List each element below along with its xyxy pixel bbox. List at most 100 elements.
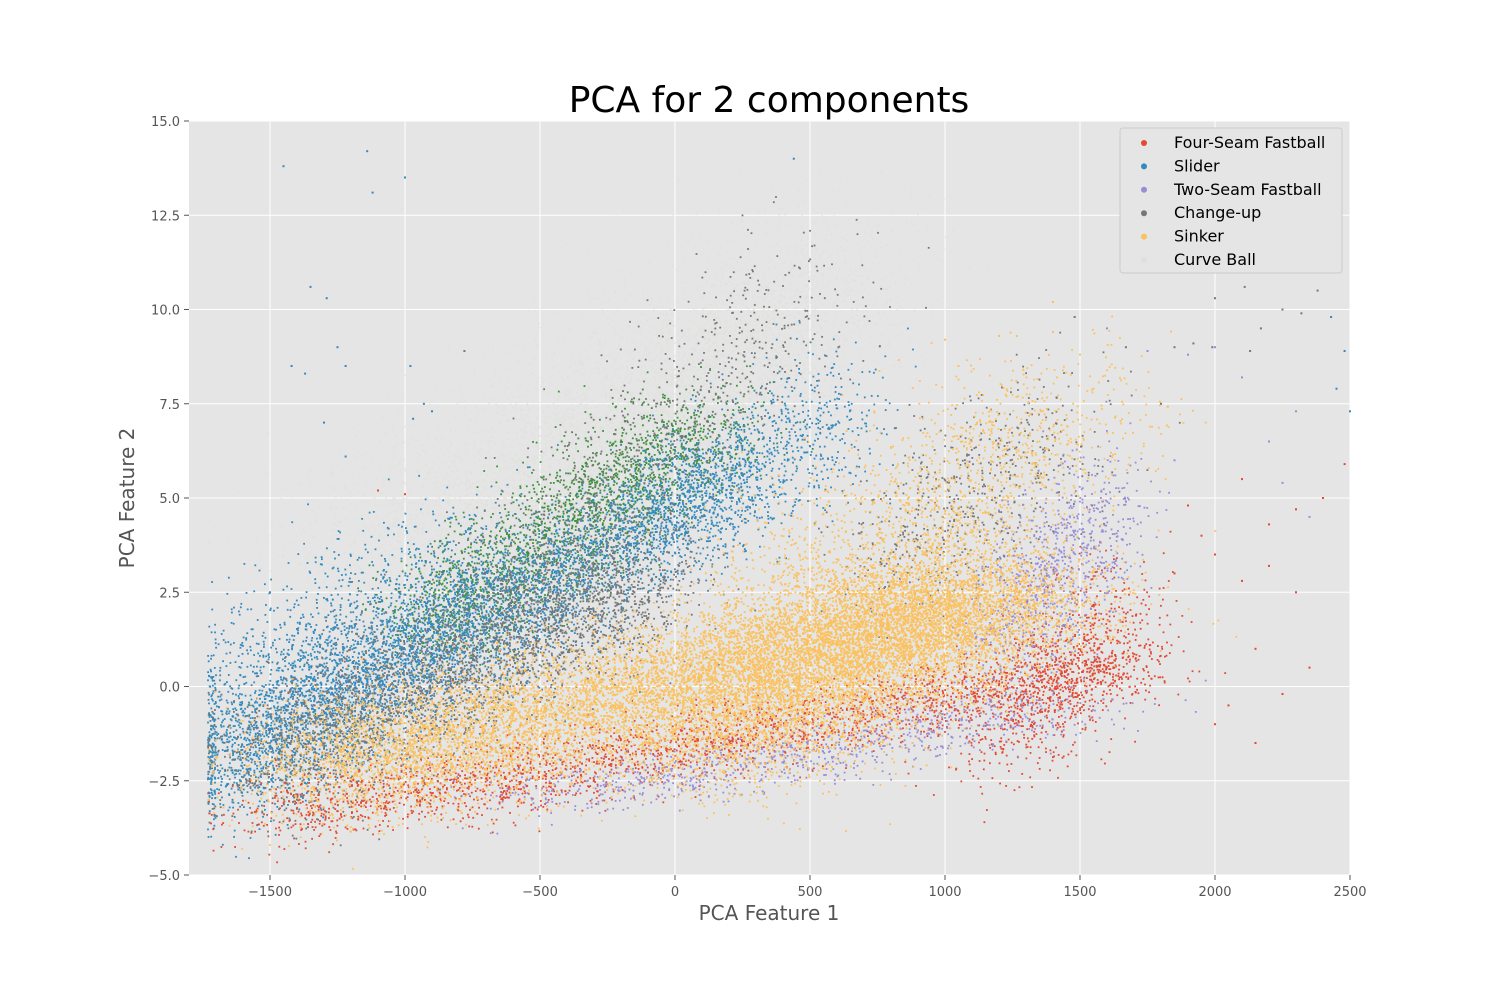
scatter-point — [335, 506, 337, 508]
scatter-point — [719, 211, 721, 213]
scatter-point — [874, 323, 876, 325]
scatter-point — [619, 290, 621, 292]
scatter-point — [801, 248, 803, 250]
scatter-point — [811, 290, 813, 292]
scatter-point — [324, 522, 326, 524]
scatter-point — [406, 558, 408, 560]
scatter-point — [422, 482, 424, 484]
scatter-point — [840, 324, 842, 326]
scatter-point — [402, 507, 404, 509]
scatter-point — [661, 453, 663, 455]
scatter-point — [832, 344, 834, 346]
scatter-point — [777, 342, 779, 344]
scatter-point — [545, 612, 547, 614]
scatter-point — [880, 171, 882, 173]
scatter-point — [692, 322, 694, 324]
scatter-point — [601, 303, 603, 305]
scatter-point — [633, 342, 635, 344]
scatter-point — [716, 335, 718, 337]
scatter-point — [826, 293, 828, 295]
scatter-point — [501, 469, 503, 471]
scatter-point — [771, 191, 773, 193]
scatter-point — [769, 245, 771, 247]
scatter-point — [640, 455, 642, 457]
scatter-point — [563, 380, 565, 382]
scatter-point — [795, 245, 797, 247]
scatter-point — [762, 299, 764, 301]
scatter-point — [726, 367, 728, 369]
scatter-point — [831, 380, 833, 382]
scatter-point — [400, 553, 402, 555]
scatter-point — [698, 323, 700, 325]
scatter-point — [415, 623, 417, 625]
scatter-point — [668, 243, 670, 245]
scatter-point — [779, 229, 781, 231]
scatter-point — [662, 314, 664, 316]
scatter-point — [795, 320, 797, 322]
scatter-point — [911, 246, 913, 248]
scatter-point — [793, 383, 795, 385]
scatter-point — [393, 558, 395, 560]
scatter-point — [382, 481, 384, 483]
scatter-point — [694, 299, 696, 301]
scatter-point — [901, 332, 903, 334]
scatter-point — [746, 210, 748, 212]
scatter-point — [438, 504, 440, 506]
scatter-point — [605, 415, 607, 417]
scatter-point — [483, 359, 485, 361]
scatter-point — [677, 413, 679, 415]
scatter-point — [379, 492, 381, 494]
scatter-point — [757, 285, 759, 287]
scatter-point — [641, 321, 643, 323]
scatter-point — [473, 545, 475, 547]
scatter-point — [776, 243, 778, 245]
scatter-point — [416, 452, 418, 454]
scatter-point — [732, 220, 734, 222]
scatter-point — [430, 524, 432, 526]
scatter-point — [298, 483, 300, 485]
scatter-point — [760, 424, 762, 426]
scatter-point — [413, 502, 415, 504]
scatter-point — [708, 380, 710, 382]
scatter-point — [279, 527, 281, 529]
scatter-point — [441, 541, 443, 543]
scatter-point — [419, 524, 421, 526]
scatter-point — [894, 364, 896, 366]
scatter-point — [714, 408, 716, 410]
scatter-point — [419, 591, 421, 593]
scatter-point — [341, 530, 343, 532]
scatter-point — [370, 589, 372, 591]
scatter-point — [466, 448, 468, 450]
scatter-point — [360, 565, 362, 567]
scatter-point — [614, 291, 616, 293]
scatter-point — [454, 483, 456, 485]
scatter-point — [457, 484, 459, 486]
scatter-point — [724, 282, 726, 284]
scatter-point — [850, 269, 852, 271]
scatter-point — [861, 282, 863, 284]
scatter-point — [625, 282, 627, 284]
scatter-point — [726, 322, 728, 324]
scatter-point — [813, 223, 815, 225]
scatter-point — [807, 237, 809, 239]
scatter-point — [929, 298, 931, 300]
scatter-point — [513, 537, 515, 539]
scatter-point — [760, 377, 762, 379]
scatter-point — [796, 372, 798, 374]
scatter-point — [818, 285, 820, 287]
scatter-point — [432, 537, 434, 539]
scatter-point — [603, 387, 605, 389]
scatter-point — [553, 474, 555, 476]
scatter-point — [308, 553, 310, 555]
scatter-point — [455, 533, 457, 535]
scatter-point — [807, 369, 809, 371]
scatter-point — [747, 269, 749, 271]
scatter-point — [594, 375, 596, 377]
scatter-point — [779, 347, 781, 349]
scatter-point — [438, 529, 440, 531]
scatter-point — [706, 414, 708, 416]
scatter-point — [294, 613, 296, 615]
scatter-point — [879, 319, 881, 321]
scatter-point — [781, 306, 783, 308]
